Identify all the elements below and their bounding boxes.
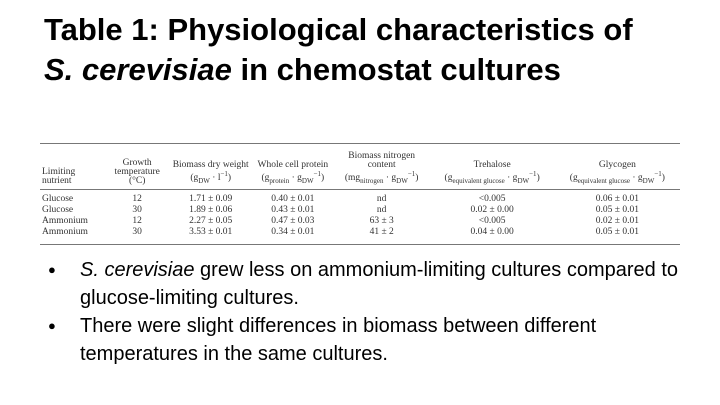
bullet: S. cerevisiae grew less on ammonium-limi… <box>48 256 698 312</box>
table-row: Glucose 30 1.89 ± 0.06 0.43 ± 0.01 nd 0.02 ± … <box>40 205 680 216</box>
text-run: S. cerevisiae <box>80 259 195 281</box>
table-cell: 0.02 ± 0.00 <box>470 205 514 216</box>
text-run: (g <box>569 173 578 184</box>
column-header: Biomass nitrogen content (mgnitrogen · gD… <box>333 143 430 191</box>
table-cell: 0.34 ± 0.01 <box>271 227 315 238</box>
text-run: Table 1: Physiological characteristics o… <box>44 12 633 47</box>
table-cell: 2.27 ± 0.05 <box>189 216 233 227</box>
table-cell: 0.06 ± 0.01 <box>595 194 639 205</box>
table-cell: 12 <box>132 194 142 205</box>
table-cell: nd <box>376 205 387 216</box>
table-row: Ammonium 12 2.27 ± 0.05 0.47 ± 0.03 63 ± 3 <0… <box>40 216 680 227</box>
table-cell: Glucose <box>42 205 74 216</box>
table-cell: 0.40 ± 0.01 <box>271 194 315 205</box>
text-run: · l <box>209 173 221 184</box>
text-run: ) <box>321 173 325 184</box>
text-run: DW <box>642 177 655 186</box>
header-label: Glycogen <box>598 160 636 170</box>
text-run: −1 <box>654 170 662 178</box>
header-label: Whole cell protein <box>257 160 329 170</box>
text-run: −1 <box>529 170 537 178</box>
table-cell: Ammonium <box>42 227 88 238</box>
text-run: −1 <box>220 170 228 178</box>
header-label: Biomass nitrogen content <box>348 151 416 170</box>
bullet-list: S. cerevisiae grew less on ammonium-limi… <box>48 256 698 368</box>
text-run: DW <box>517 177 530 186</box>
table-cell: 3.53 ± 0.01 <box>189 227 233 238</box>
table-cell: nd <box>376 194 387 205</box>
text-run: ) <box>227 173 232 184</box>
text-run: −1 <box>407 170 416 178</box>
table-cell: 1.71 ± 0.09 <box>189 194 233 205</box>
table-cell: 41 ± 2 <box>369 227 394 238</box>
text-run: ) <box>415 173 419 184</box>
text-run: · g <box>630 173 643 184</box>
text-run: nitrogen <box>360 177 384 186</box>
text-run: grew less on ammonium-limiting cultures … <box>80 259 679 309</box>
text-run: equivalent glucose <box>452 177 505 186</box>
text-run: (g <box>444 173 453 184</box>
column-header: Glycogen (gequivalent glucose · gDW−1) <box>554 143 680 191</box>
table-cell: Glucose <box>42 194 74 205</box>
text-run: · g <box>504 173 518 184</box>
text-run: −1 <box>313 170 322 178</box>
text-run: There were slight differences in biomass… <box>80 315 597 365</box>
column-header: Whole cell protein (gprotein · gDW−1) <box>251 143 334 191</box>
data-table: Limiting nutrient Growth temperature (°C) B… <box>40 143 680 246</box>
header-label: Limiting nutrient <box>42 167 76 187</box>
text-run: · g <box>383 173 397 184</box>
column-header: Limiting nutrient <box>40 143 105 191</box>
header-label: Biomass dry weight <box>172 160 249 170</box>
table-cell: Ammonium <box>42 216 88 227</box>
column-header: Trehalose (gequivalent glucose · gDW−1) <box>429 143 555 191</box>
text-run: (g <box>190 173 199 184</box>
text-run: in chemostat cultures <box>231 52 561 87</box>
table-cell: 30 <box>132 205 142 216</box>
text-run: (°C) <box>128 176 146 187</box>
column-header: Growth temperature (°C) <box>104 143 170 191</box>
text-run: protein <box>269 177 290 186</box>
table-body: Glucose 12 1.71 ± 0.09 0.40 ± 0.01 nd <0.005 0… <box>40 190 680 245</box>
table-cell: 0.05 ± 0.01 <box>595 227 639 238</box>
table-cell: 0.43 ± 0.01 <box>271 205 315 216</box>
text-run: (g <box>261 173 270 184</box>
text-run: ) <box>661 173 665 184</box>
table-cell: <0.005 <box>478 216 506 227</box>
text-run: ) <box>536 173 540 184</box>
table-cell: 12 <box>132 216 142 227</box>
table-cell: 0.02 ± 0.01 <box>595 216 639 227</box>
bullet: There were slight differences in biomass… <box>48 312 698 368</box>
text-run: DW <box>198 177 210 186</box>
table-row: Glucose 12 1.71 ± 0.09 0.40 ± 0.01 nd <0.005 0… <box>40 190 680 206</box>
header-label: Growth temperature <box>114 158 160 178</box>
text-run: DW <box>301 177 314 186</box>
table-cell: 0.04 ± 0.00 <box>470 227 514 238</box>
text-run: S. cerevisiae <box>44 52 232 87</box>
text-run: equivalent glucose <box>577 177 630 186</box>
header-row: Limiting nutrient Growth temperature (°C) B… <box>40 143 680 191</box>
table-cell: 1.89 ± 0.06 <box>189 205 233 216</box>
table-cell: 30 <box>132 227 142 238</box>
column-header: Biomass dry weight (gDW · l−1) <box>169 143 252 191</box>
table-cell: 63 ± 3 <box>369 216 394 227</box>
table-cell: 0.05 ± 0.01 <box>595 205 639 216</box>
title: Table 1: Physiological characteristics o… <box>44 10 644 90</box>
header-label: Trehalose <box>473 160 511 170</box>
table-cell: <0.005 <box>478 194 506 205</box>
table-row: Ammonium 30 3.53 ± 0.01 0.34 ± 0.01 41 ± 2 0.… <box>40 227 680 245</box>
text-run: (mg <box>344 173 361 184</box>
text-run: · g <box>289 173 302 184</box>
table-cell: 0.47 ± 0.03 <box>271 216 315 227</box>
text-run: DW <box>396 177 408 186</box>
